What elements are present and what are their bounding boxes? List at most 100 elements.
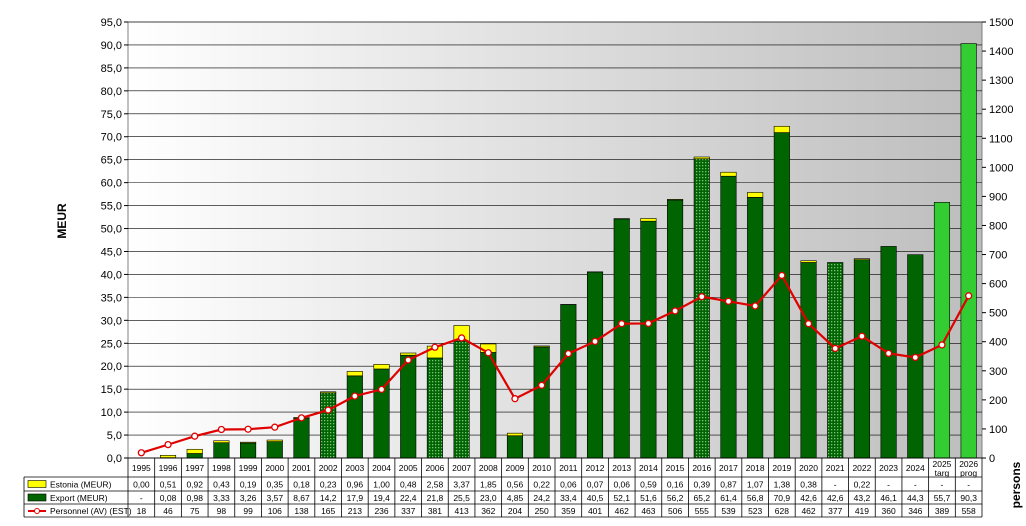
table-cell-value: 0,39 (694, 480, 711, 490)
personnel-point (858, 332, 866, 340)
bar-estonia (640, 218, 657, 222)
y2-tick-label: 900 (989, 191, 1007, 203)
x-tick-label: 2002 (319, 463, 338, 473)
x-tick-label: 2014 (639, 463, 658, 473)
x-tick-label: 2004 (372, 463, 391, 473)
bar-export (266, 441, 283, 459)
table-cell-value: - (834, 480, 837, 490)
bar-estonia (853, 258, 870, 261)
y-tick-label: 10,0 (101, 407, 122, 419)
legend-key-marker (34, 508, 40, 514)
personnel-point (431, 343, 439, 351)
y-tick-label: 25,0 (101, 338, 122, 350)
legend-key-swatch (27, 480, 47, 488)
table-cell-value: 523 (748, 506, 762, 516)
table-cell-value: 14,2 (320, 493, 337, 503)
data-table: 1995 1996 1997 1998 1999 2000 2001 2002 2003 2004… (23, 457, 983, 518)
personnel-point (324, 406, 332, 414)
legend-key-swatch (27, 493, 47, 502)
y-tick-label: 70,0 (101, 132, 122, 144)
y2-tick-label: 1400 (989, 46, 1013, 58)
table-cell-value: 628 (775, 506, 789, 516)
table-cell-value: 0,56 (507, 480, 524, 490)
x-tick-label: 2017 (719, 463, 738, 473)
y-tick-label: 0,0 (107, 453, 122, 465)
bar-estonia (373, 364, 390, 370)
legend-label: Export (MEUR) (50, 493, 108, 503)
y2-tick-label: 400 (989, 337, 1007, 349)
x-tick-label: 2008 (479, 463, 498, 473)
bar-export (933, 202, 951, 459)
table-cell-value: 52,1 (613, 493, 630, 503)
personnel-point (484, 349, 492, 357)
personnel-point (804, 320, 813, 328)
personnel-point (644, 319, 653, 328)
x-tick-label: 2019 (772, 463, 791, 473)
y-tick-label: 5,0 (107, 430, 122, 442)
y2-tick-label: 200 (989, 395, 1007, 407)
table-cell-value: 0,06 (560, 480, 577, 490)
table-cell-value: 0,22 (533, 480, 550, 490)
table-cell-value: 40,5 (587, 493, 604, 503)
table-cell-value: 0,19 (240, 480, 257, 490)
y-tick-label: 60,0 (101, 178, 122, 190)
table-cell-value: 0,35 (267, 480, 284, 490)
bar-estonia (747, 192, 764, 198)
x-tick-label: 2005 (399, 463, 418, 473)
bar-estonia (533, 345, 550, 348)
table-cell-value: 99 (243, 506, 253, 516)
personnel-point (618, 320, 626, 328)
bar-estonia (506, 432, 524, 437)
table-cell-value: 22,4 (400, 493, 417, 503)
table-cell-value: 70,9 (774, 493, 791, 503)
table-cell-value: 0,00 (133, 480, 150, 490)
bar-export (426, 357, 443, 459)
table-cell-value: 337 (401, 506, 415, 516)
bar-export (186, 453, 203, 459)
y2-tick-label: 1200 (989, 104, 1013, 116)
table-cell-value: 90,3 (960, 493, 977, 503)
x-tick-label: 2024 (906, 463, 925, 473)
personnel-point (591, 337, 599, 346)
table-cell-value: 56,8 (747, 493, 764, 503)
table-cell-value: 0,06 (613, 480, 630, 490)
bar-estonia (266, 439, 283, 442)
table-cell-value: 1,85 (480, 480, 497, 490)
y-tick-label: 90,0 (101, 40, 122, 52)
bar-export (667, 199, 684, 459)
table-cell-value: 0,92 (186, 480, 203, 490)
y-axis-title: MEUR (55, 203, 69, 239)
y2-tick-label: 1100 (989, 133, 1013, 145)
x-tick-label: 2021 (826, 463, 845, 473)
table-cell-value: 51,6 (640, 493, 657, 503)
table-cell-value: 506 (668, 506, 682, 516)
y2-tick-label: 300 (989, 366, 1007, 378)
personnel-point (271, 423, 279, 431)
personnel-point (217, 425, 226, 434)
personnel-line (137, 271, 973, 457)
table-cell-value: 0,48 (400, 480, 417, 490)
bar-estonia (773, 125, 790, 133)
table-cell-value: - (914, 480, 917, 490)
bar-export (400, 354, 417, 459)
legend-label: Personnel (AV) (EST) (50, 506, 132, 516)
table-cell-value: - (887, 480, 890, 490)
personnel-point (511, 395, 519, 403)
table-cell-value: 462 (801, 506, 815, 516)
table-cell-value: 0,43 (213, 480, 230, 490)
table-cell-value: 0,51 (160, 480, 177, 490)
y-tick-label: 20,0 (101, 361, 122, 373)
personnel-point (377, 385, 386, 394)
table-cell-value: 8,67 (293, 493, 310, 503)
table-cell-value: - (140, 493, 143, 503)
bar-estonia (213, 440, 230, 444)
table-cell-value: 389 (935, 506, 949, 516)
table-cell-value: 43,2 (854, 493, 871, 503)
personnel-point (698, 293, 706, 301)
table-cell-value: 56,2 (667, 493, 684, 503)
x-tick-label: 2007 (452, 463, 471, 473)
table-cell-value: - (967, 480, 970, 490)
y2-axis-title: persons (1009, 461, 1023, 508)
personnel-point (724, 297, 733, 305)
bar-export (240, 442, 257, 459)
